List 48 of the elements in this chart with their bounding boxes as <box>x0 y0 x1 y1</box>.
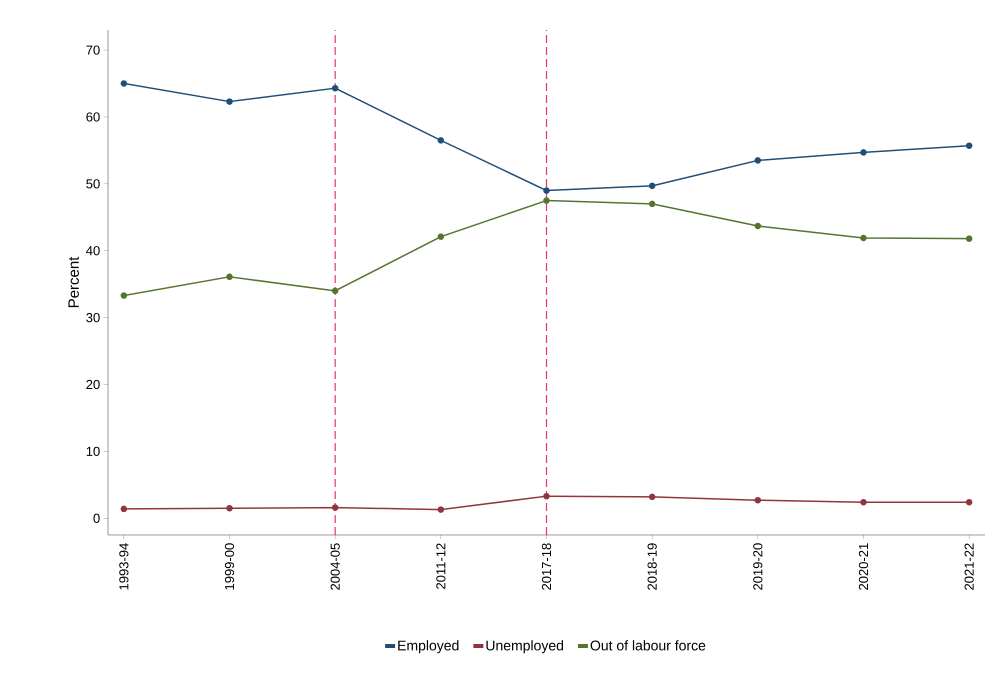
point <box>226 504 233 512</box>
x-tick-label: 2021-22 <box>964 543 974 590</box>
y-tick-label: 30 <box>86 313 100 322</box>
point <box>860 234 867 242</box>
point <box>120 80 128 87</box>
legend-label: Unemployed <box>486 640 564 654</box>
point <box>120 506 128 512</box>
x-tick-label: 2018-19 <box>648 543 657 590</box>
point <box>543 187 550 194</box>
point <box>438 233 444 240</box>
x-tick-label: 1999-00 <box>224 543 234 590</box>
point <box>332 504 338 511</box>
point <box>332 84 338 92</box>
point <box>226 98 233 105</box>
y-tick-label: 40 <box>86 246 100 256</box>
y-tick-label: 0 <box>93 514 100 523</box>
point <box>754 222 762 230</box>
point <box>966 498 972 506</box>
y-tick-label: 10 <box>86 446 100 456</box>
point <box>438 137 444 144</box>
y-tick-label: 70 <box>86 45 100 55</box>
point <box>860 498 867 506</box>
point <box>648 182 656 190</box>
y-axis-title: Percent <box>68 256 79 308</box>
y-tick-label: 60 <box>86 112 100 122</box>
point <box>543 492 550 500</box>
x-tick-label: 2004-05 <box>330 543 340 590</box>
point <box>332 288 338 294</box>
point <box>860 149 867 156</box>
legend-label: Out of labour force <box>590 640 706 650</box>
x-tick-label: 2020-21 <box>858 543 868 590</box>
point <box>966 235 972 242</box>
point <box>648 200 656 208</box>
x-tick-label: 2019-20 <box>753 543 762 590</box>
point <box>438 506 444 513</box>
point <box>754 157 762 164</box>
point <box>543 197 550 204</box>
point <box>120 292 128 299</box>
x-tick-label: 1993-94 <box>119 543 128 590</box>
point <box>754 496 762 504</box>
x-tick-label: 2011-12 <box>436 543 446 589</box>
y-tick-label: 50 <box>86 179 100 188</box>
point <box>226 274 233 280</box>
x-tick-label: 2017-18 <box>542 543 552 590</box>
point <box>648 494 656 500</box>
y-tick-label: 20 <box>86 380 100 390</box>
legend-label: Employed <box>398 640 458 654</box>
point <box>966 142 972 149</box>
